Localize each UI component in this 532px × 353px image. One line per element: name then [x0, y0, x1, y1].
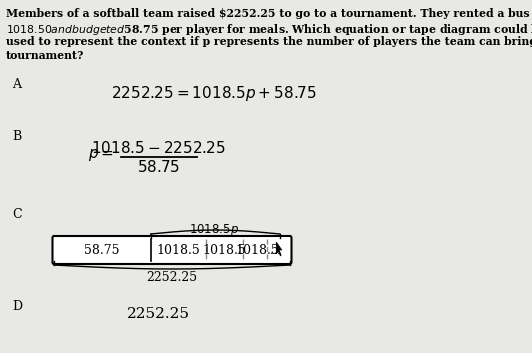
Text: 1018.5: 1018.5 [203, 245, 246, 257]
Text: $58.75$: $58.75$ [137, 159, 180, 175]
Polygon shape [276, 242, 282, 256]
Text: $1018.5-2252.25$: $1018.5-2252.25$ [92, 140, 226, 156]
Text: used to represent the context if p represents the number of players the team can: used to represent the context if p repre… [5, 36, 532, 47]
Text: 58.75: 58.75 [85, 245, 120, 257]
Text: tournament?: tournament? [5, 50, 84, 61]
Text: ...: ... [270, 246, 281, 256]
FancyBboxPatch shape [53, 236, 292, 264]
Text: 1018.5: 1018.5 [236, 245, 279, 257]
Text: $1018.50 and budgeted $58.75 per player for meals. Which equation or tape diagra: $1018.50 and budgeted $58.75 per player … [5, 22, 532, 37]
Text: C: C [12, 208, 22, 221]
Text: $2252.25 = 1018.5p + 58.75$: $2252.25 = 1018.5p + 58.75$ [111, 84, 317, 103]
Text: B: B [12, 130, 22, 143]
Text: Members of a softball team raised $2252.25 to go to a tournament. They rented a : Members of a softball team raised $2252.… [5, 8, 532, 19]
Text: A: A [12, 78, 21, 91]
Text: 1018.5: 1018.5 [156, 245, 200, 257]
Text: D: D [12, 300, 22, 313]
Text: 2252.25: 2252.25 [146, 271, 197, 284]
Text: $1018.5p$: $1018.5p$ [189, 222, 239, 238]
Text: $p=$: $p=$ [88, 147, 114, 163]
Text: 2252.25: 2252.25 [127, 307, 190, 321]
